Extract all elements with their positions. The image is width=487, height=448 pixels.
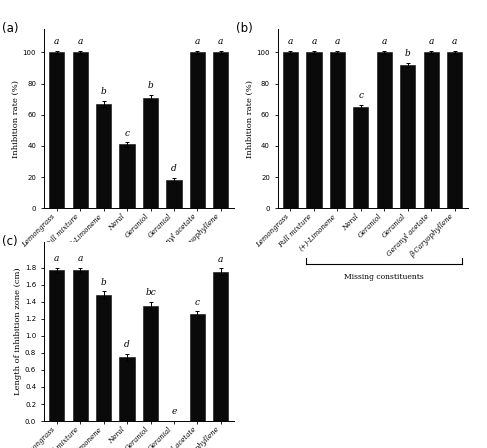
Bar <box>119 144 135 208</box>
Y-axis label: Length of inhibition zone (cm): Length of inhibition zone (cm) <box>14 268 22 395</box>
Bar <box>353 107 369 208</box>
Text: a: a <box>195 38 200 47</box>
Bar <box>213 52 228 208</box>
Bar <box>49 52 64 208</box>
Bar <box>119 357 135 421</box>
Bar <box>330 52 345 208</box>
Text: d: d <box>171 164 177 173</box>
Text: a: a <box>311 38 317 47</box>
Bar <box>190 52 205 208</box>
Bar <box>283 52 298 208</box>
Bar <box>306 52 321 208</box>
Bar <box>376 52 392 208</box>
Text: a: a <box>382 38 387 47</box>
Text: b: b <box>405 49 411 58</box>
Bar <box>447 52 462 208</box>
Bar <box>190 314 205 421</box>
Text: a: a <box>54 38 59 47</box>
Text: a: a <box>288 38 293 47</box>
Bar <box>73 52 88 208</box>
Text: Missing constituents: Missing constituents <box>344 273 424 281</box>
Text: a: a <box>218 255 224 264</box>
Text: b: b <box>101 278 107 287</box>
Text: bc: bc <box>145 288 156 297</box>
Text: c: c <box>195 297 200 306</box>
Bar <box>167 180 182 208</box>
Bar <box>424 52 439 208</box>
Bar <box>96 104 111 208</box>
Text: a: a <box>218 38 224 47</box>
Bar <box>400 65 415 208</box>
Text: b: b <box>148 81 153 90</box>
Text: (b): (b) <box>236 22 253 35</box>
Bar <box>73 270 88 421</box>
Bar <box>143 98 158 208</box>
Text: c: c <box>125 129 130 138</box>
Bar <box>96 295 111 421</box>
Text: a: a <box>77 254 83 263</box>
Text: a: a <box>54 254 59 263</box>
Text: c: c <box>358 91 363 100</box>
Bar <box>143 306 158 421</box>
Text: b: b <box>101 87 107 96</box>
Text: a: a <box>335 38 340 47</box>
Text: (c): (c) <box>2 235 18 248</box>
Text: (a): (a) <box>2 22 19 35</box>
Text: e: e <box>171 407 177 416</box>
Text: Missing constituents: Missing constituents <box>111 273 190 281</box>
Y-axis label: Inhibition rate (%): Inhibition rate (%) <box>245 80 254 158</box>
Text: a: a <box>452 38 457 47</box>
Bar <box>49 270 64 421</box>
Text: a: a <box>77 38 83 47</box>
Text: a: a <box>429 38 434 47</box>
Y-axis label: Inhibition rate (%): Inhibition rate (%) <box>12 80 20 158</box>
Bar <box>213 272 228 421</box>
Text: d: d <box>124 340 130 349</box>
